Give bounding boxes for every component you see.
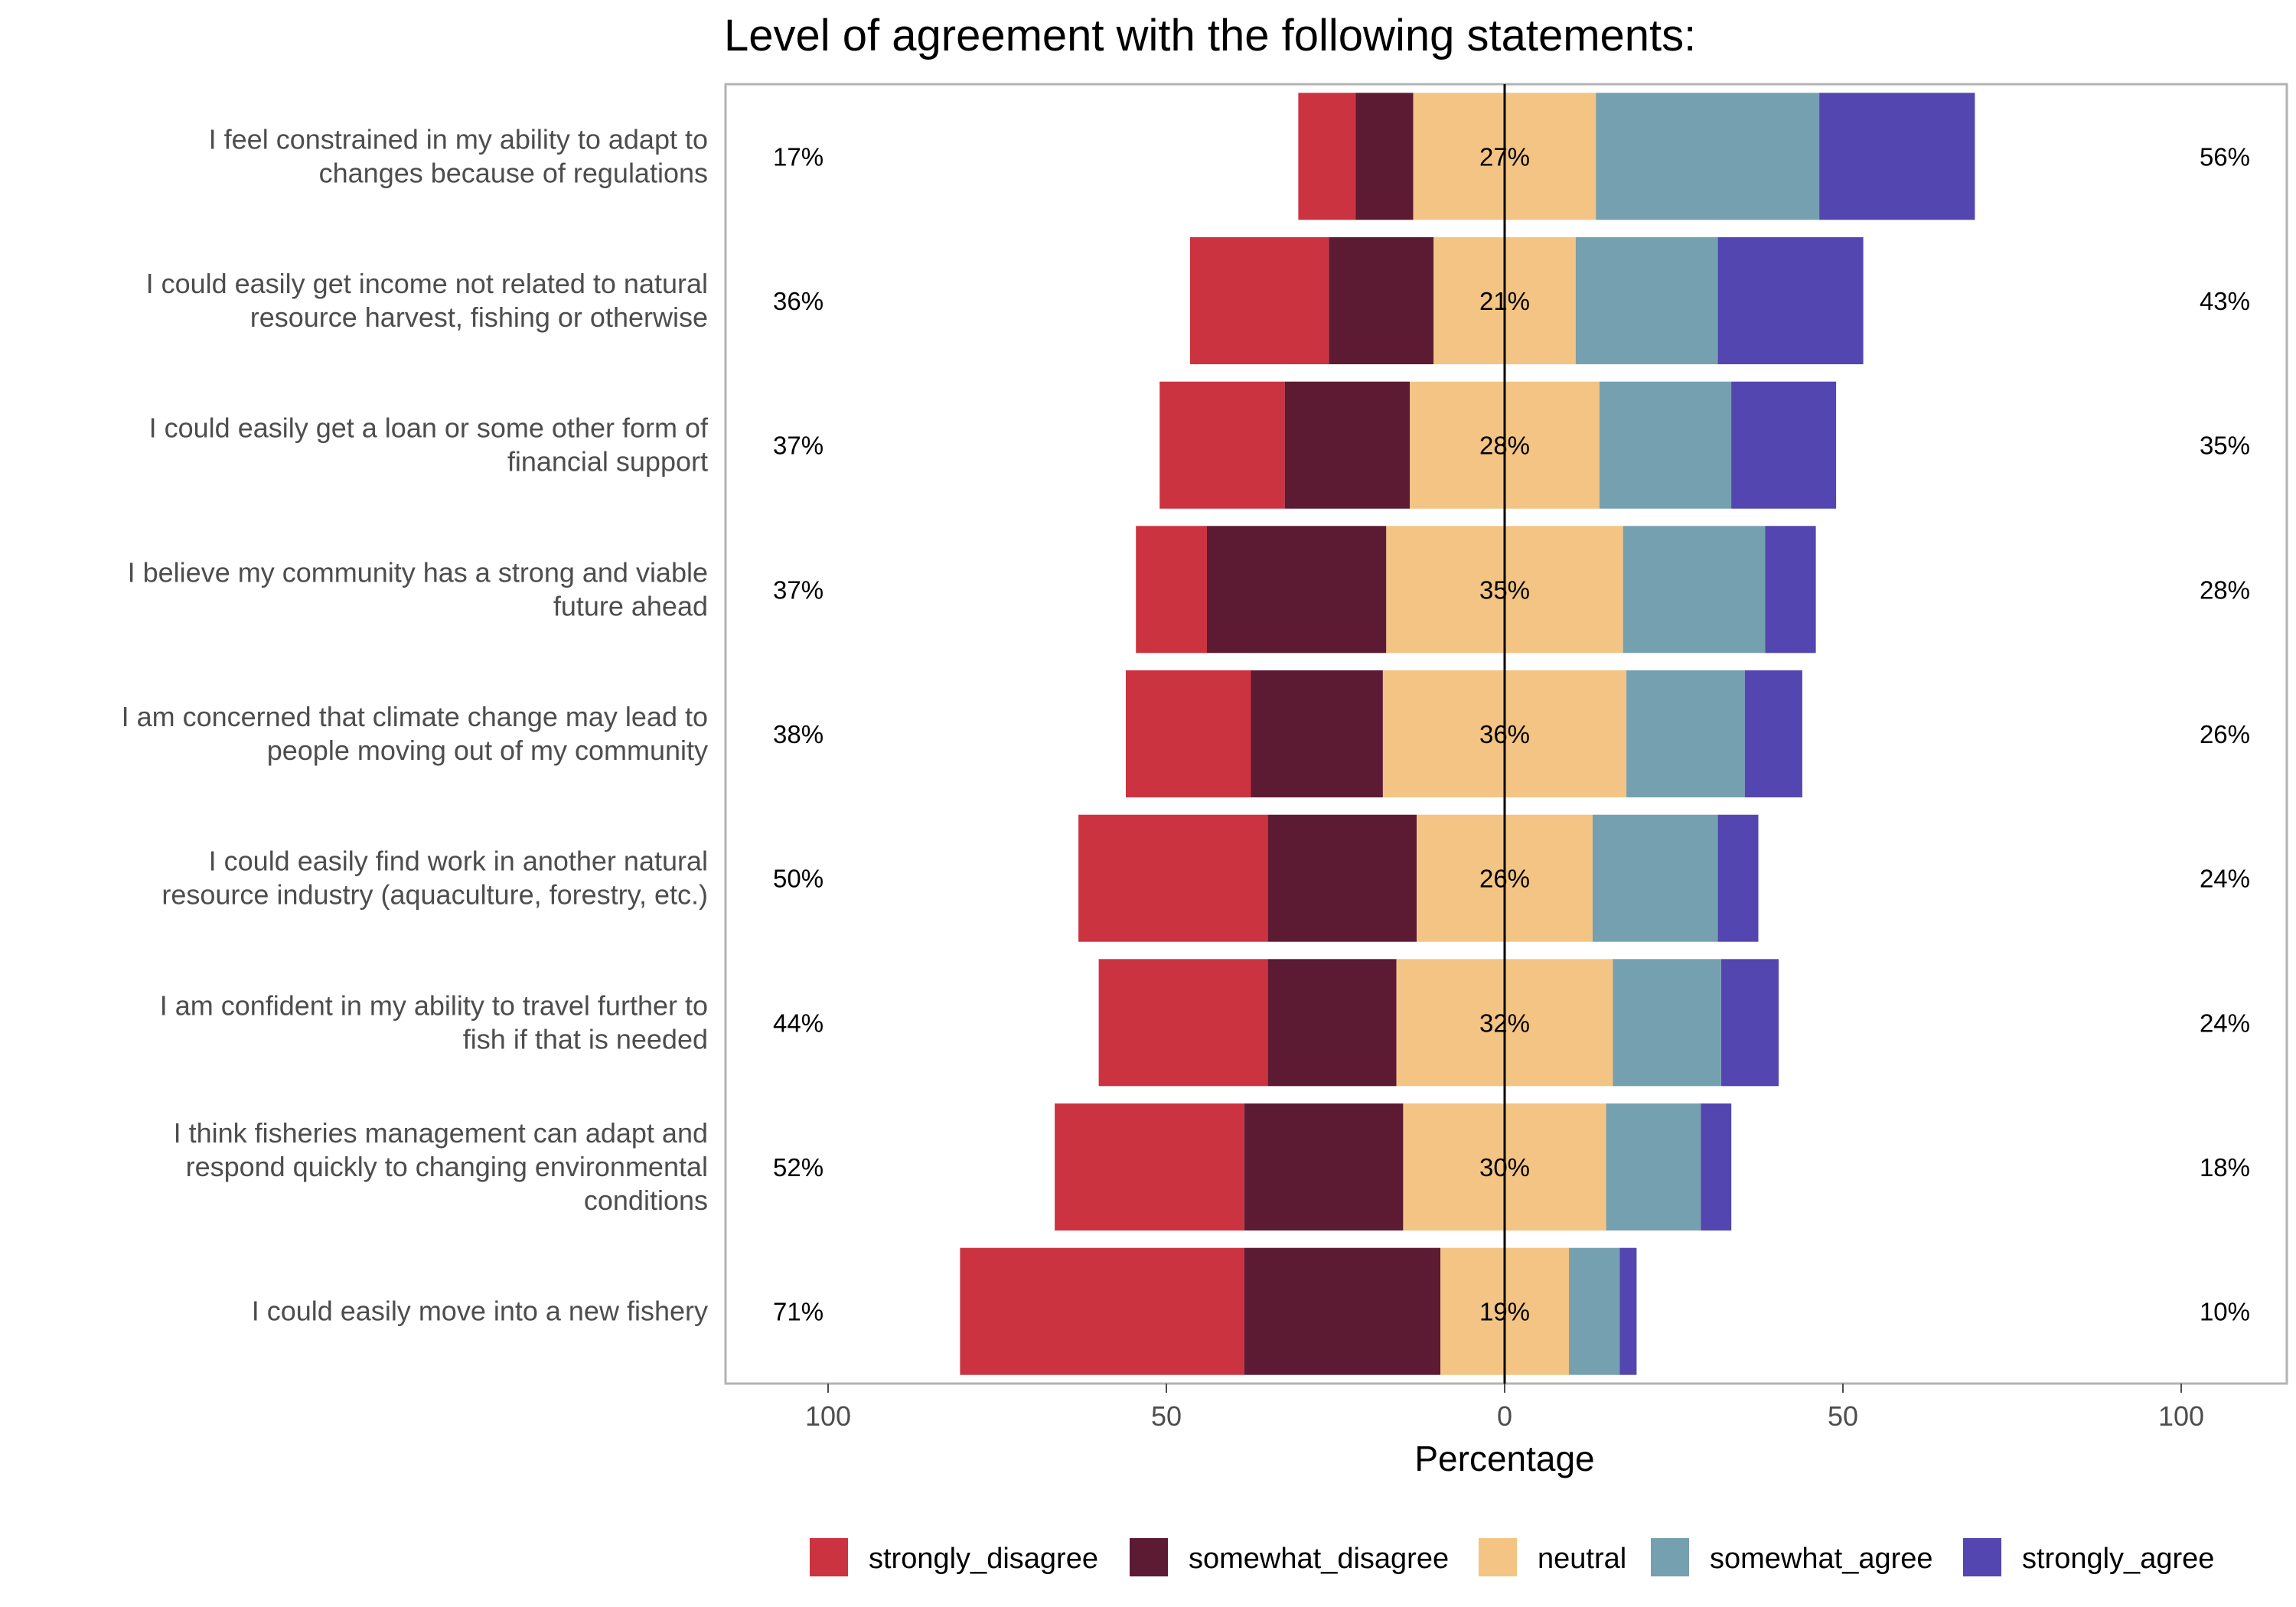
center-pct-label: 21% (1479, 287, 1530, 315)
right-pct-label: 56% (2200, 142, 2250, 171)
bar-strongly-disagree-8 (960, 1247, 1244, 1375)
left-pct-label: 36% (773, 287, 823, 315)
center-pct-label: 28% (1479, 432, 1530, 460)
legend-label: somewhat_agree (1710, 1543, 1933, 1575)
bar-somewhat-disagree-1 (1329, 237, 1434, 364)
bar-somewhat-disagree-5 (1267, 814, 1417, 942)
category-label: I could easily get income not related to… (146, 268, 708, 333)
bar-somewhat-agree-5 (1592, 814, 1718, 942)
left-pct-label: 38% (773, 720, 823, 748)
left-pct-label: 44% (773, 1009, 823, 1037)
legend-swatch-strongly-disagree (810, 1538, 848, 1576)
bar-somewhat-agree-0 (1596, 93, 1819, 220)
plot-panel-border (724, 83, 2288, 1385)
center-pct-label: 32% (1479, 1009, 1530, 1037)
center-pct-label: 35% (1479, 575, 1530, 604)
left-pct-label: 50% (773, 865, 823, 893)
bar-strongly-agree-6 (1720, 959, 1779, 1087)
category-label: I am confident in my ability to travel f… (160, 989, 708, 1054)
legend-label: strongly_agree (2022, 1543, 2214, 1575)
category-label: I am concerned that climate change may l… (122, 701, 708, 766)
legend-swatch-strongly-agree (1963, 1538, 2001, 1576)
bar-somewhat-agree-1 (1575, 237, 1718, 364)
bar-strongly-disagree-5 (1078, 814, 1268, 942)
right-pct-label: 10% (2200, 1298, 2250, 1326)
bar-strongly-disagree-3 (1136, 526, 1207, 654)
category-label: I think fisheries management can adapt a… (174, 1117, 708, 1216)
center-pct-label: 36% (1479, 720, 1530, 748)
bar-strongly-agree-2 (1731, 381, 1837, 509)
right-pct-label: 28% (2200, 575, 2250, 604)
legend: strongly_disagree somewhat_disagree neutra… (810, 1538, 2214, 1576)
bar-strongly-disagree-7 (1055, 1103, 1244, 1231)
center-pct-label: 26% (1479, 865, 1530, 893)
bar-somewhat-disagree-8 (1244, 1247, 1441, 1375)
bar-strongly-disagree-1 (1189, 237, 1329, 364)
x-tick-label: 0 (1497, 1400, 1512, 1432)
category-labels: I feel constrained in my ability to adap… (122, 123, 709, 1326)
bar-somewhat-agree-8 (1569, 1247, 1620, 1375)
left-pct-label: 17% (773, 142, 823, 171)
legend-label: somewhat_disagree (1189, 1543, 1449, 1575)
x-tick-label: 50 (1151, 1400, 1182, 1432)
bar-strongly-agree-0 (1819, 93, 1975, 220)
bar-somewhat-agree-6 (1613, 959, 1721, 1087)
bar-somewhat-agree-2 (1599, 381, 1732, 509)
bar-strongly-disagree-4 (1126, 670, 1251, 797)
bar-strongly-agree-8 (1619, 1247, 1637, 1375)
bar-strongly-agree-5 (1717, 814, 1759, 942)
right-pct-label: 24% (2200, 865, 2250, 893)
left-pct-label: 37% (773, 432, 823, 460)
right-pct-label: 43% (2200, 287, 2250, 315)
right-pct-label: 18% (2200, 1153, 2250, 1182)
x-axis-ticks: 100 50 0 50 100 (805, 1384, 2204, 1432)
center-pct-label: 30% (1479, 1153, 1530, 1182)
bar-somewhat-disagree-7 (1244, 1103, 1404, 1231)
legend-swatch-neutral (1479, 1538, 1517, 1576)
x-tick-label: 50 (1828, 1400, 1858, 1432)
bar-somewhat-disagree-6 (1267, 959, 1397, 1087)
bar-strongly-agree-3 (1765, 526, 1816, 654)
chart-title: Level of agreement with the following st… (724, 11, 1696, 60)
bar-strongly-agree-1 (1717, 237, 1864, 364)
bar-labels-layer: 17% 27% 56% 36% 21% 43% 37% 28% 35% 37% 35% 28% 38% 3… (773, 142, 2250, 1325)
center-pct-label: 19% (1479, 1298, 1530, 1326)
bar-somewhat-disagree-4 (1251, 670, 1383, 797)
right-pct-label: 24% (2200, 1009, 2250, 1037)
left-pct-label: 52% (773, 1153, 823, 1182)
bars-layer (960, 93, 1975, 1375)
bar-somewhat-agree-4 (1626, 670, 1745, 797)
bar-somewhat-disagree-3 (1207, 526, 1387, 654)
category-label: I feel constrained in my ability to adap… (209, 123, 708, 188)
left-pct-label: 37% (773, 575, 823, 604)
bar-somewhat-disagree-2 (1284, 381, 1411, 509)
bar-strongly-agree-7 (1701, 1103, 1732, 1231)
category-label: I could easily move into a new fishery (252, 1296, 708, 1327)
category-label: I believe my community has a strong and … (128, 556, 708, 621)
category-label: I could easily find work in another natu… (161, 846, 708, 911)
bar-strongly-disagree-2 (1159, 381, 1285, 509)
category-label: I could easily get a loan or some other … (149, 412, 709, 478)
legend-label: neutral (1538, 1543, 1626, 1575)
left-pct-label: 71% (773, 1298, 823, 1326)
bar-somewhat-agree-3 (1623, 526, 1766, 654)
legend-swatch-somewhat-disagree (1130, 1538, 1168, 1576)
bar-strongly-disagree-0 (1298, 93, 1356, 220)
center-pct-label: 27% (1479, 142, 1530, 171)
right-pct-label: 26% (2200, 720, 2250, 748)
bar-strongly-agree-4 (1744, 670, 1802, 797)
legend-label: strongly_disagree (869, 1543, 1098, 1575)
bar-strongly-disagree-6 (1098, 959, 1268, 1087)
bar-somewhat-disagree-0 (1355, 93, 1414, 220)
legend-swatch-somewhat-agree (1651, 1538, 1689, 1576)
x-tick-label: 100 (805, 1400, 851, 1432)
bar-somewhat-agree-7 (1606, 1103, 1701, 1231)
x-tick-label: 100 (2158, 1400, 2204, 1432)
x-axis-title: Percentage (1414, 1439, 1594, 1478)
right-pct-label: 35% (2200, 432, 2250, 460)
